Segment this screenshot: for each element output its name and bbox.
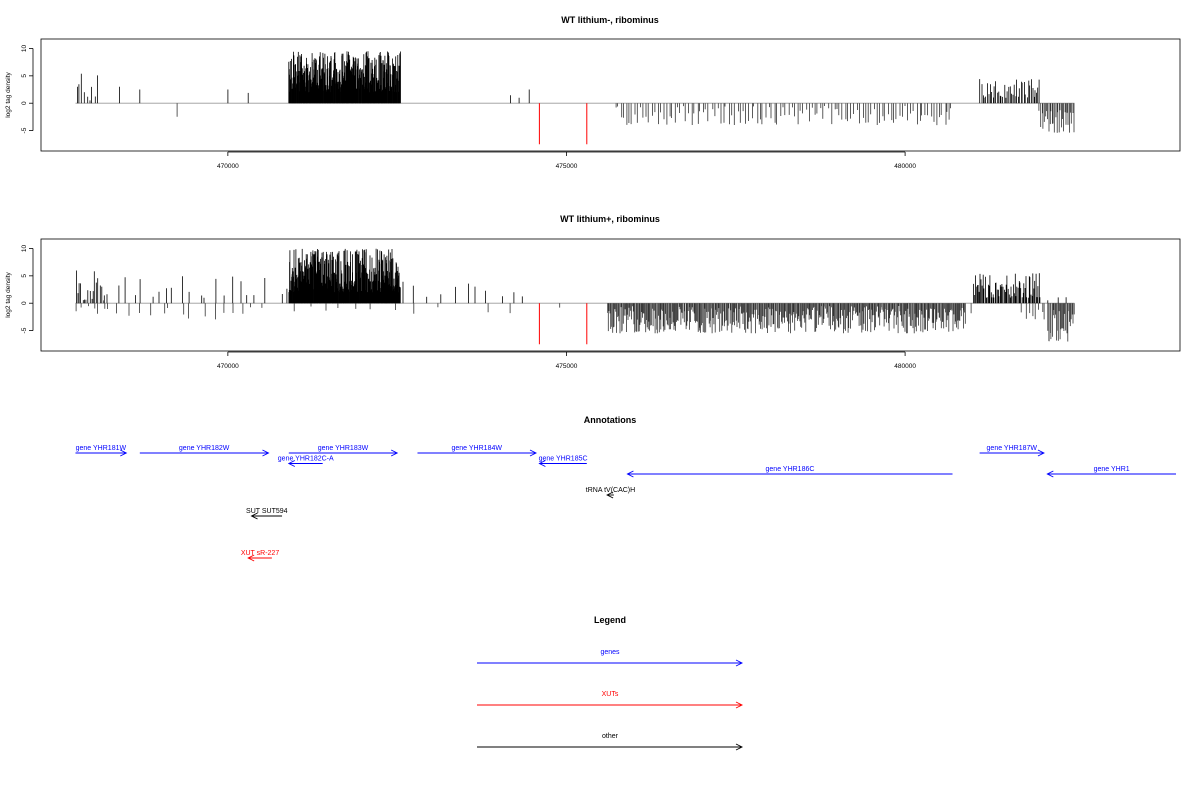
legend-item-other: other bbox=[477, 733, 744, 751]
y-tick-label: 0 bbox=[21, 101, 28, 105]
annotation-arrow bbox=[626, 470, 953, 478]
annotation-label: tRNA tV(CAC)H bbox=[586, 487, 635, 494]
chart-1-plot-frame bbox=[40, 38, 1181, 152]
arrow-head bbox=[735, 701, 744, 709]
annotation-label: gene YHR1 bbox=[1094, 466, 1130, 473]
chart-2-bars bbox=[75, 248, 1075, 345]
annotation-arrow bbox=[1046, 470, 1176, 478]
legend-arrow bbox=[477, 743, 744, 751]
chart-2-x-axis: 470000 475000 480000 bbox=[217, 351, 916, 370]
annotation-arrow bbox=[247, 554, 272, 562]
arrow-head bbox=[606, 491, 614, 499]
y-tick-label: 5 bbox=[21, 274, 28, 278]
chart-1-x-axis: 470000 475000 480000 bbox=[217, 151, 916, 170]
annotation-feature: gene YHR186C bbox=[626, 466, 953, 478]
legend-arrow bbox=[477, 701, 744, 709]
legend-panel: Legend genes XUTs other bbox=[477, 615, 744, 751]
legend-item-xut: XUTs bbox=[477, 691, 744, 709]
annotations-panel: Annotations gene YHR181W gene YHR182W gene… bbox=[75, 415, 1176, 562]
annotation-arrow bbox=[979, 449, 1045, 457]
x-tick-label: 480000 bbox=[894, 163, 916, 170]
chart-2-title: WT lithium+, ribominus bbox=[560, 214, 660, 224]
chart-panel-2: WT lithium+, ribominus log2 tag density … bbox=[5, 214, 1181, 370]
arrow-head bbox=[538, 460, 546, 467]
annotation-arrow bbox=[287, 460, 323, 467]
arrow-head bbox=[1046, 470, 1054, 478]
y-tick-label: -5 bbox=[21, 327, 28, 333]
annotation-feature: gene YHR182W bbox=[139, 445, 270, 457]
annotation-label: gene YHR185C bbox=[539, 456, 588, 463]
arrow-head bbox=[250, 512, 258, 520]
arrow-head bbox=[247, 554, 255, 562]
annotation-arrow bbox=[606, 491, 614, 499]
annotation-label: XUT sR-227 bbox=[241, 550, 279, 557]
annotation-features: gene YHR181W gene YHR182W gene YHR183W gene… bbox=[75, 445, 1176, 562]
chart-panel-1: WT lithium-, ribominus log2 tag density … bbox=[5, 15, 1181, 170]
arrow-head bbox=[735, 659, 744, 667]
x-tick-label: 470000 bbox=[217, 363, 239, 370]
annotation-feature: XUT sR-227 bbox=[241, 550, 279, 562]
legend-item-gene: genes bbox=[477, 649, 744, 667]
legend-items: genes XUTs other bbox=[477, 649, 744, 751]
annotation-label: gene YHR183W bbox=[318, 445, 369, 452]
annotation-feature: tRNA tV(CAC)H bbox=[586, 487, 635, 499]
x-tick-label: 475000 bbox=[556, 363, 578, 370]
legend-arrow bbox=[477, 659, 744, 667]
annotation-label: gene YHR182C-A bbox=[278, 456, 334, 463]
annotation-label: gene YHR187W bbox=[987, 445, 1038, 452]
chart-2-y-axis: -5 0 5 10 bbox=[21, 244, 34, 333]
legend-label: genes bbox=[600, 649, 620, 656]
annotation-label: gene YHR182W bbox=[179, 445, 230, 452]
annotation-label: gene YHR184W bbox=[452, 445, 503, 452]
arrow-head bbox=[735, 743, 744, 751]
arrow-head bbox=[120, 449, 128, 457]
annotation-label: gene YHR181W bbox=[76, 445, 127, 452]
annotation-feature: gene YHR185C bbox=[538, 456, 588, 467]
y-tick-label: -5 bbox=[21, 127, 28, 133]
legend-title: Legend bbox=[594, 615, 626, 625]
x-tick-label: 480000 bbox=[894, 363, 916, 370]
annotation-arrow bbox=[75, 449, 128, 457]
chart-2-plot-frame bbox=[40, 238, 1181, 352]
annotation-arrow bbox=[250, 512, 283, 520]
legend-label: other bbox=[602, 733, 619, 740]
arrow-head bbox=[262, 449, 270, 457]
chart-1-y-axis: -5 0 5 10 bbox=[21, 44, 34, 133]
y-tick-label: 5 bbox=[21, 74, 28, 78]
arrow-head bbox=[626, 470, 634, 478]
annotation-feature: gene YHR1 bbox=[1046, 466, 1176, 478]
annotation-feature: gene YHR183W bbox=[288, 445, 399, 457]
arrow-head bbox=[390, 449, 399, 457]
annotation-arrow bbox=[538, 460, 587, 467]
annotation-feature: SUT SUT594 bbox=[246, 508, 288, 520]
annotation-feature: gene YHR184W bbox=[417, 445, 538, 457]
y-tick-label: 0 bbox=[21, 301, 28, 305]
chart-1-y-axis-label: log2 tag density bbox=[5, 71, 12, 117]
x-tick-label: 475000 bbox=[556, 163, 578, 170]
annotation-label: SUT SUT594 bbox=[246, 508, 288, 515]
annotation-arrow bbox=[417, 449, 538, 457]
arrow-head bbox=[529, 449, 538, 457]
arrow-head bbox=[1037, 449, 1045, 457]
annotation-feature: gene YHR181W bbox=[75, 445, 128, 457]
chart-2-y-axis-label: log2 tag density bbox=[5, 271, 12, 317]
chart-1-title: WT lithium-, ribominus bbox=[561, 15, 659, 25]
y-tick-label: 10 bbox=[21, 44, 28, 52]
annotation-feature: gene YHR187W bbox=[979, 445, 1045, 457]
annotation-arrow bbox=[288, 449, 399, 457]
annotation-label: gene YHR186C bbox=[766, 466, 815, 473]
x-tick-label: 470000 bbox=[217, 163, 239, 170]
annotation-feature: gene YHR182C-A bbox=[278, 456, 334, 467]
arrow-head bbox=[287, 460, 296, 467]
annotations-title: Annotations bbox=[584, 415, 637, 425]
legend-label: XUTs bbox=[602, 691, 619, 698]
annotation-arrow bbox=[139, 449, 270, 457]
y-tick-label: 10 bbox=[21, 244, 28, 252]
chart-1-bars bbox=[75, 51, 1075, 145]
